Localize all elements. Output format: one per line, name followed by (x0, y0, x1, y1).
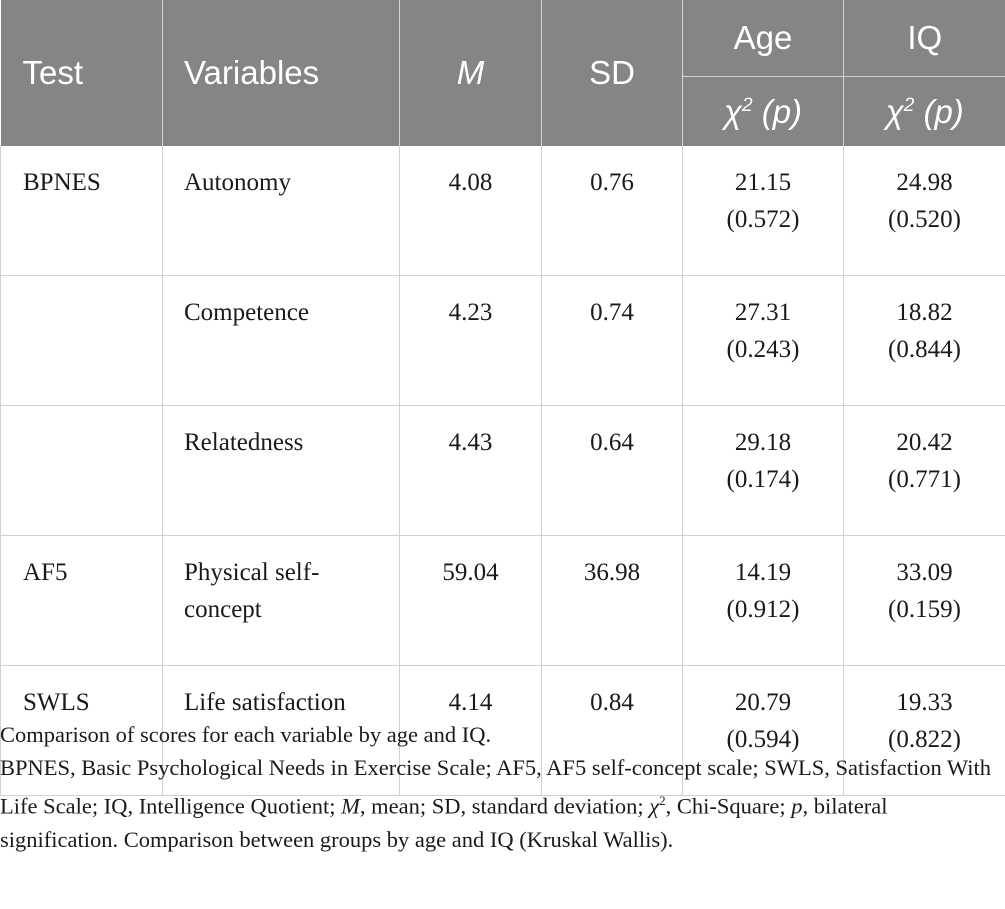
cell-sd: 0.84 (541, 665, 683, 796)
data-table: Test Variables M SD Age IQ χ2 (p) χ2 (p)… (0, 0, 1005, 796)
header-variables: Variables (162, 0, 400, 146)
cell-test: BPNES (0, 146, 163, 276)
cell-test (0, 275, 163, 406)
table-row: SWLS Life satisfaction 4.14 0.84 20.79 (0… (0, 665, 1005, 796)
cell-mean: 59.04 (399, 535, 542, 666)
cell-mean: 4.23 (399, 275, 542, 406)
cell-variable: Relatedness (162, 405, 400, 536)
cell-sd: 0.74 (541, 275, 683, 406)
cell-sd: 36.98 (541, 535, 683, 666)
cell-test (0, 405, 163, 536)
cell-variable: Autonomy (162, 146, 400, 276)
cell-test: AF5 (0, 535, 163, 666)
table-header: Test Variables M SD Age IQ χ2 (p) χ2 (p) (0, 0, 1005, 146)
cell-variable: Competence (162, 275, 400, 406)
header-age: Age (682, 0, 844, 77)
cell-iq: 18.82 (0.844) (843, 275, 1005, 406)
cell-test: SWLS (0, 665, 163, 796)
cell-variable: Physical self-concept (162, 535, 400, 666)
header-test: Test (0, 0, 163, 146)
cell-iq: 33.09 (0.159) (843, 535, 1005, 666)
header-age-chi-square: χ2 (p) (682, 76, 844, 146)
table-footnote: Comparison of scores for each variable b… (0, 718, 1000, 856)
header-sd: SD (541, 0, 683, 146)
table-row: Competence 4.23 0.74 27.31 (0.243) 18.82(… (0, 275, 1005, 406)
cell-sd: 0.76 (541, 146, 683, 276)
cell-iq: 19.33 (0.822) (843, 665, 1005, 796)
cell-iq: 20.42 (0.771) (843, 405, 1005, 536)
cell-age: 14.19 (0.912) (682, 535, 844, 666)
table-row: AF5 Physical self-concept 59.04 36.98 14… (0, 535, 1005, 666)
cell-mean: 4.14 (399, 665, 542, 796)
cell-iq: 24.98 (0.520) (843, 146, 1005, 276)
cell-mean: 4.08 (399, 146, 542, 276)
cell-sd: 0.64 (541, 405, 683, 536)
cell-variable: Life satisfaction (162, 665, 400, 796)
header-iq-chi-square: χ2 (p) (843, 76, 1005, 146)
header-iq: IQ (843, 0, 1005, 77)
cell-age: 27.31 (0.243) (682, 275, 844, 406)
table-row: Relatedness 4.43 0.64 29.18 (0.174) 20.42… (0, 405, 1005, 536)
cell-age: 20.79 (0.594) (682, 665, 844, 796)
table-row: BPNES Autonomy 4.08 0.76 21.15 (0.572) 24… (0, 146, 1005, 276)
cell-mean: 4.43 (399, 405, 542, 536)
footnote-abbreviations: BPNES, Basic Psychological Needs in Exer… (0, 755, 992, 852)
cell-age: 29.18 (0.174) (682, 405, 844, 536)
cell-age: 21.15 (0.572) (682, 146, 844, 276)
footnote-caption: Comparison of scores for each variable b… (0, 722, 492, 747)
header-mean: M (399, 0, 542, 146)
